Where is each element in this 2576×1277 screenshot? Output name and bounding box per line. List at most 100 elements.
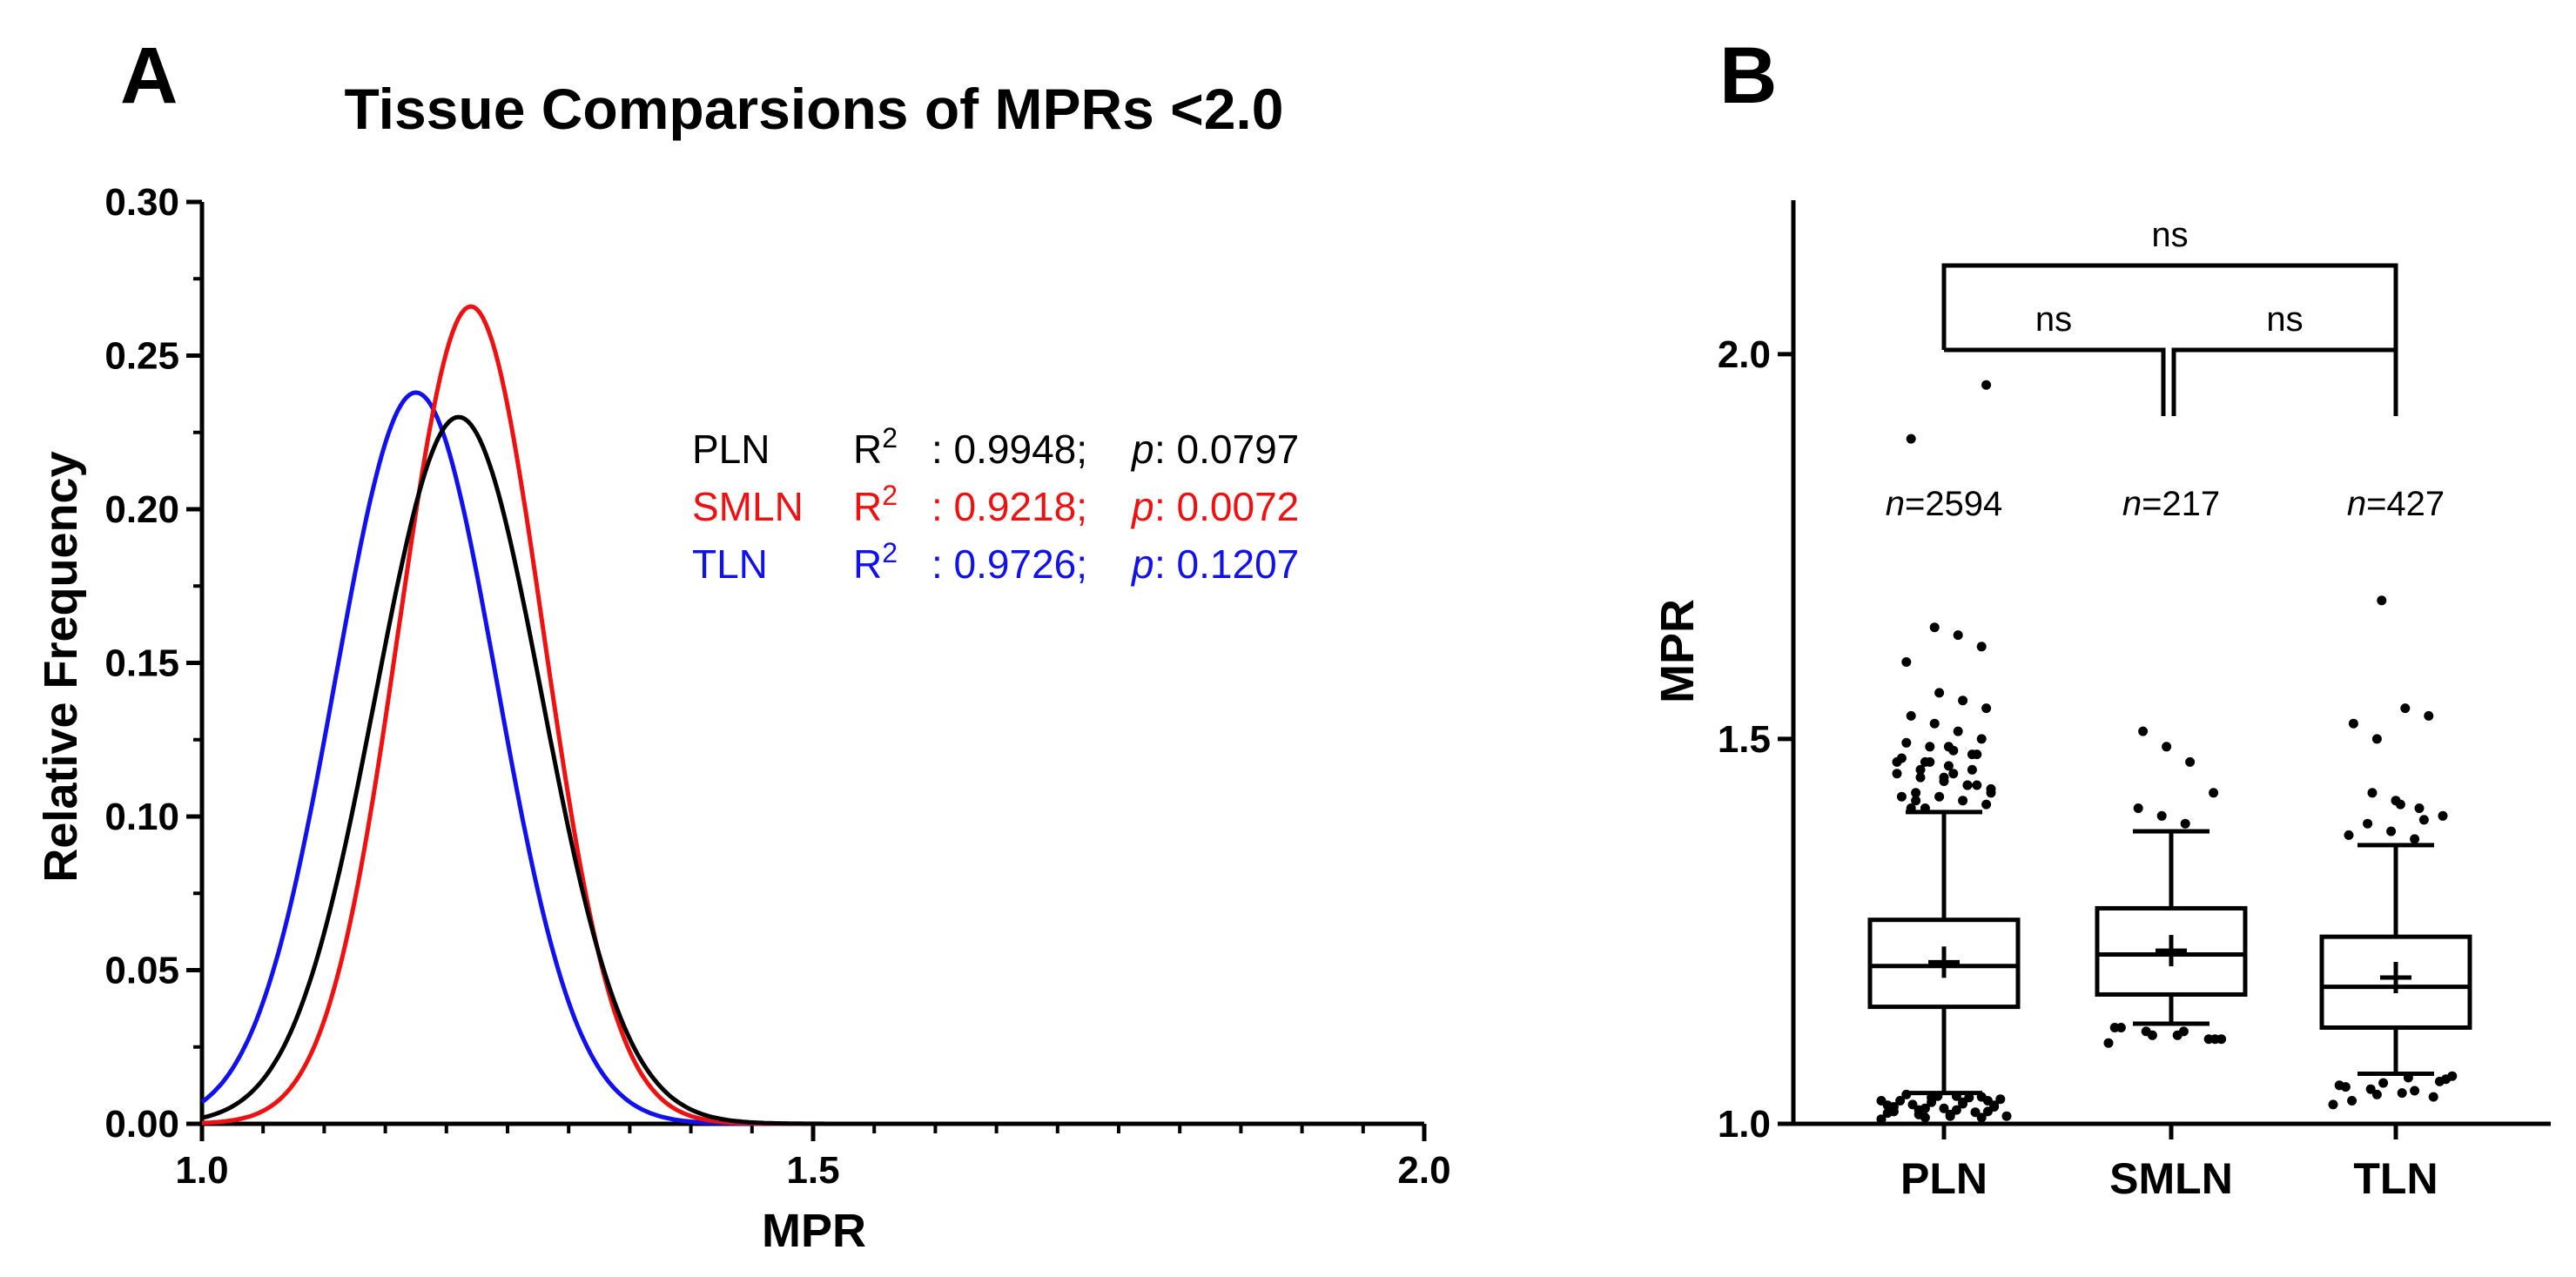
panel-a-letter: A — [120, 31, 178, 120]
y-axis-label: MPR — [1651, 599, 1704, 703]
outlier-point — [1892, 769, 1902, 779]
outlier-point — [2347, 1096, 2357, 1106]
density-curves — [200, 304, 1424, 1126]
y-tick-label: 0.00 — [104, 1103, 179, 1146]
legend-p-symbol: p — [1130, 427, 1154, 472]
bracket-pln-tln: ns — [1941, 216, 2398, 350]
y-tick-label: 1.0 — [1718, 1103, 1771, 1146]
outlier-point — [2438, 810, 2448, 821]
outliers-pln — [1876, 380, 2012, 1125]
panel-b-axes: 1.0 1.5 2.0 PLN SMLN TLN — [1718, 200, 2551, 1203]
outlier-point — [2180, 818, 2190, 829]
outlier-point — [1939, 1103, 1949, 1113]
significance-label: ns — [2151, 216, 2188, 254]
outlier-point — [2397, 1088, 2407, 1099]
box-plots — [1867, 380, 2472, 1125]
outlier-point — [2378, 1078, 2389, 1088]
outlier-point — [1962, 780, 1973, 790]
outlier-point — [1953, 630, 1963, 641]
outlier-point — [1876, 1114, 1887, 1125]
y-tick-label: 0.30 — [104, 181, 179, 224]
outlier-point — [1915, 764, 1926, 775]
outlier-point — [1953, 726, 1963, 736]
sample-sizes: n=2594 n=217 n=427 — [1886, 485, 2445, 523]
panel-a: A Tissue Comparsions of MPRs <2.0 Relati… — [35, 31, 1451, 1257]
category-label: PLN — [1900, 1154, 1987, 1203]
outlier-point — [1888, 1106, 1899, 1117]
outlier-point — [1958, 696, 1968, 706]
legend-row-smln: SMLN R2 : 0.9218; p : 0.0072 — [692, 480, 1299, 529]
box-pln — [1867, 810, 2021, 1096]
y-tick-label: 0.10 — [104, 796, 179, 838]
outlier-point — [1927, 1092, 1937, 1103]
outlier-point — [1901, 1089, 1912, 1099]
outlier-point — [1951, 1091, 1961, 1101]
outlier-point — [1976, 734, 1987, 744]
legend-r2-value: : 0.9218; — [932, 484, 1087, 529]
outlier-point — [1896, 791, 1907, 802]
legend-series-name: PLN — [692, 427, 770, 472]
outlier-point — [1967, 764, 1977, 775]
outlier-point — [2147, 1030, 2157, 1040]
outlier-point — [2418, 815, 2429, 825]
y-tick-label: 0.05 — [104, 950, 179, 992]
outlier-point — [1948, 769, 1959, 779]
legend-p-symbol: p — [1130, 484, 1154, 529]
outlier-point — [1907, 1099, 1918, 1110]
outliers-tln — [2328, 595, 2458, 1110]
outlier-point — [2178, 1026, 2189, 1037]
legend-r2-value: : 0.9726; — [932, 541, 1087, 587]
outlier-point — [1906, 803, 1916, 813]
x-tick-label: 2.0 — [1397, 1149, 1450, 1192]
outlier-point — [1925, 756, 1935, 767]
box-iqr — [1867, 917, 2021, 1010]
outlier-point — [1906, 434, 1916, 444]
outlier-point — [1982, 1096, 1993, 1106]
outlier-point — [2328, 1099, 2338, 1110]
significance-brackets: ns ns ns — [1941, 216, 2398, 416]
box-tln — [2319, 843, 2472, 1077]
outlier-point — [1958, 796, 1968, 806]
outlier-point — [2156, 810, 2167, 821]
n-label-pln: n=2594 — [1886, 485, 2003, 523]
n-label-tln: n=427 — [2347, 485, 2445, 523]
panel-a-axes: 0.00 0.05 0.10 0.15 0.20 0.25 0.30 1.0 1.5 2.0 — [104, 181, 1450, 1192]
n-label-smln: n=217 — [2122, 485, 2220, 523]
x-tick-label: 1.0 — [175, 1149, 228, 1192]
outlier-point — [1929, 718, 1940, 729]
outlier-point — [2410, 1085, 2420, 1096]
outlier-point — [1901, 737, 1912, 748]
y-tick-label: 0.15 — [104, 642, 179, 685]
outlier-point — [2162, 742, 2172, 752]
outlier-point — [1882, 1100, 1893, 1111]
outlier-point — [1981, 799, 1992, 810]
legend-r2-symbol: R2 — [853, 422, 898, 472]
outlier-point — [1989, 1102, 2000, 1112]
outlier-point — [1934, 688, 1945, 698]
y-axis-label: Relative Frequency — [35, 451, 87, 882]
outlier-point — [2133, 803, 2143, 813]
legend-r2-value: : 0.9948; — [932, 427, 1087, 472]
outlier-point — [1892, 756, 1902, 767]
outlier-point — [1911, 788, 1921, 798]
outlier-point — [1920, 803, 1930, 813]
outlier-point — [2340, 1082, 2351, 1092]
outlier-point — [1915, 772, 1926, 783]
box-smln — [2095, 829, 2248, 1026]
outlier-point — [2103, 1038, 2114, 1048]
outlier-point — [1925, 742, 1935, 752]
outlier-point — [2400, 703, 2411, 714]
y-tick-label: 0.20 — [104, 488, 179, 531]
outlier-point — [1906, 710, 1916, 721]
outlier-point — [2367, 788, 2378, 798]
y-tick-label: 2.0 — [1718, 333, 1771, 376]
outlier-point — [1939, 772, 1949, 783]
significance-label: ns — [2266, 300, 2303, 339]
outlier-point — [1976, 1112, 1987, 1123]
outlier-point — [2209, 788, 2219, 798]
significance-label: ns — [2035, 300, 2072, 339]
curve-pln — [201, 414, 1424, 1126]
outlier-point — [1958, 1097, 1968, 1107]
legend-r2-symbol: R2 — [853, 480, 898, 529]
